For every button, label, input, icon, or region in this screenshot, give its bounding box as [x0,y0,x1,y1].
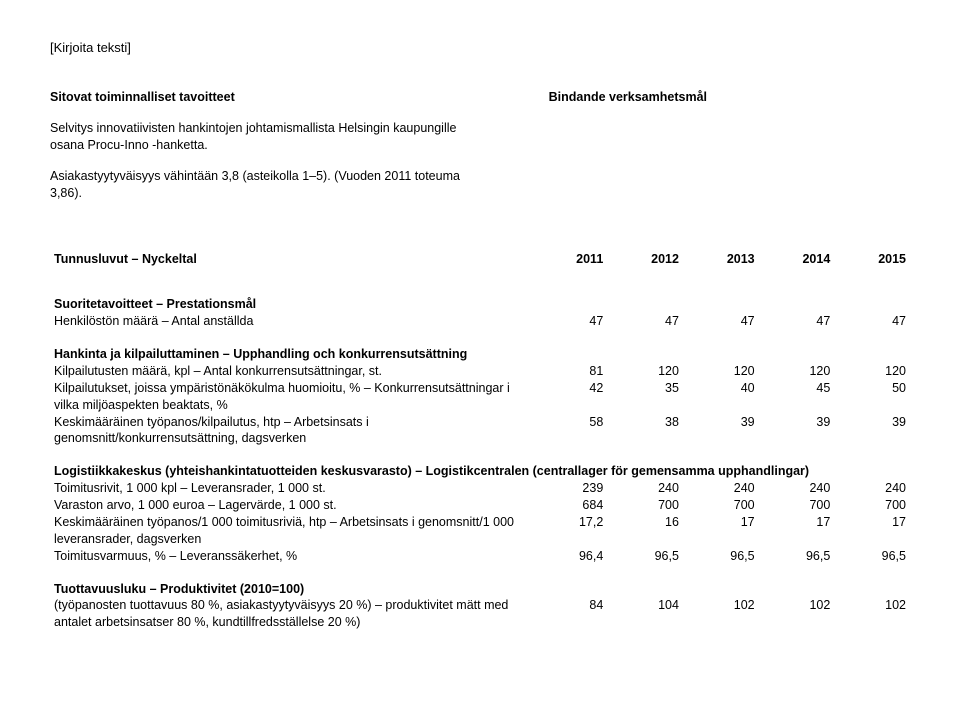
table-row: Keskimääräinen työpanos/kilpailutus, htp… [50,414,910,448]
cell: 39 [759,414,835,448]
cell: 240 [834,480,910,497]
cell: 684 [532,497,608,514]
cell: 84 [532,597,608,631]
cell: 120 [834,363,910,380]
cell: 96,5 [683,548,759,565]
cell: 40 [683,380,759,414]
row-label: Varaston arvo, 1 000 euroa – Lagervärde,… [50,497,532,514]
cell: 16 [607,514,683,548]
section-tuottavuus: Tuottavuusluku – Produktivitet (2010=100… [50,565,910,598]
row-label: Toimitusvarmuus, % – Leveranssäkerhet, % [50,548,532,565]
cell: 96,5 [834,548,910,565]
cell: 17 [834,514,910,548]
table-row: Varaston arvo, 1 000 euroa – Lagervärde,… [50,497,910,514]
year-col: 2014 [759,245,835,280]
table-row: Henkilöstön määrä – Antal anställda 47 4… [50,313,910,330]
table-row: (työpanosten tuottavuus 80 %, asiakastyy… [50,597,910,631]
intro-left: Sitovat toiminnalliset tavoitteet Selvit… [50,89,489,215]
cell: 700 [683,497,759,514]
cell: 104 [607,597,683,631]
section-label: Suoritetavoitteet – Prestationsmål [50,280,910,313]
section-label: Hankinta ja kilpailuttaminen – Upphandli… [50,330,910,363]
cell: 42 [532,380,608,414]
cell: 39 [683,414,759,448]
row-label: Keskimääräinen työpanos/kilpailutus, htp… [50,414,532,448]
cell: 102 [683,597,759,631]
table-header-row: Tunnusluvut – Nyckeltal 2011 2012 2013 2… [50,245,910,280]
table-row: Keskimääräinen työpanos/1 000 toimitusri… [50,514,910,548]
cell: 39 [834,414,910,448]
cell: 120 [607,363,683,380]
right-title: Bindande verksamhetsmål [549,89,910,106]
cell: 17,2 [532,514,608,548]
cell: 120 [683,363,759,380]
cell: 700 [607,497,683,514]
section-logistiikka: Logistiikkakeskus (yhteishankintatuottei… [50,447,910,480]
cell: 96,5 [607,548,683,565]
year-col: 2013 [683,245,759,280]
cell: 47 [532,313,608,330]
left-p2: Asiakastyytyväisyys vähintään 3,8 (astei… [50,168,489,202]
row-label: (työpanosten tuottavuus 80 %, asiakastyy… [50,597,532,631]
cell: 50 [834,380,910,414]
cell: 700 [759,497,835,514]
cell: 17 [683,514,759,548]
row-label: Toimitusrivit, 1 000 kpl – Leveransrader… [50,480,532,497]
cell: 47 [607,313,683,330]
table-row: Kilpailutusten määrä, kpl – Antal konkur… [50,363,910,380]
row-label: Henkilöstön määrä – Antal anställda [50,313,532,330]
data-table: Tunnusluvut – Nyckeltal 2011 2012 2013 2… [50,245,910,631]
left-title: Sitovat toiminnalliset tavoitteet [50,89,489,106]
table-row: Toimitusvarmuus, % – Leveranssäkerhet, %… [50,548,910,565]
year-col: 2015 [834,245,910,280]
intro-right: Bindande verksamhetsmål [549,89,910,215]
section-label: Tuottavuusluku – Produktivitet (2010=100… [50,565,910,598]
cell: 96,5 [759,548,835,565]
section-suoritetavoitteet: Suoritetavoitteet – Prestationsmål [50,280,910,313]
section-label: Logistiikkakeskus (yhteishankintatuottei… [50,447,910,480]
row-label: Kilpailutukset, joissa ympäristönäkökulm… [50,380,532,414]
row-label: Kilpailutusten määrä, kpl – Antal konkur… [50,363,532,380]
table-row: Kilpailutukset, joissa ympäristönäkökulm… [50,380,910,414]
intro-columns: Sitovat toiminnalliset tavoitteet Selvit… [50,89,910,215]
cell: 700 [834,497,910,514]
cell: 17 [759,514,835,548]
cell: 38 [607,414,683,448]
cell: 120 [759,363,835,380]
cell: 102 [834,597,910,631]
year-col: 2012 [607,245,683,280]
cell: 45 [759,380,835,414]
cell: 240 [607,480,683,497]
cell: 58 [532,414,608,448]
year-col: 2011 [532,245,608,280]
cell: 239 [532,480,608,497]
cell: 102 [759,597,835,631]
cell: 81 [532,363,608,380]
cell: 47 [834,313,910,330]
cell: 96,4 [532,548,608,565]
table-header-label: Tunnusluvut – Nyckeltal [50,245,532,280]
cell: 47 [759,313,835,330]
table-row: Toimitusrivit, 1 000 kpl – Leveransrader… [50,480,910,497]
cell: 240 [683,480,759,497]
section-hankinta: Hankinta ja kilpailuttaminen – Upphandli… [50,330,910,363]
row-label: Keskimääräinen työpanos/1 000 toimitusri… [50,514,532,548]
cell: 47 [683,313,759,330]
document-header-placeholder: [Kirjoita teksti] [50,40,910,55]
cell: 240 [759,480,835,497]
cell: 35 [607,380,683,414]
left-p1: Selvitys innovatiivisten hankintojen joh… [50,120,489,154]
